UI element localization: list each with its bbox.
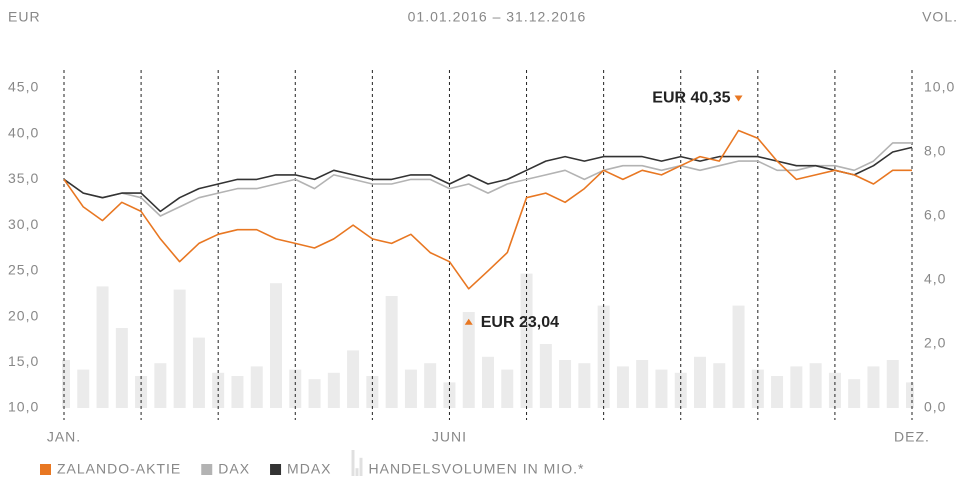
y2-tick-label: 10,0 [924,79,955,95]
y-tick-label: 15,0 [8,353,39,369]
volume-bar [809,363,822,408]
line-series [63,142,912,217]
volume-bar [578,363,591,408]
y-tick-label: 20,0 [8,307,39,323]
volume-bar [62,360,70,408]
annotation: EUR 40,35 [652,90,730,107]
volume-bar [539,344,552,408]
y-axis-label: EUR [8,9,41,25]
volume-bar [424,363,437,408]
volume-bar [327,372,340,408]
y-tick-label: 30,0 [8,216,39,232]
x-tick-label: JAN. [47,429,81,445]
annotation-marker [734,95,743,102]
volume-bar [115,328,128,408]
volume-bar [154,363,167,408]
volume-bar [616,366,629,408]
volume-bar [732,305,745,408]
volume-bar [771,376,784,408]
y2-tick-label: 0,0 [924,399,946,415]
annotation: EUR 23,04 [481,314,559,331]
volume-bar [366,376,379,408]
legend-swatch [351,450,355,476]
y-tick-label: 35,0 [8,170,39,186]
volume-bar [559,360,572,408]
legend-label: DAX [218,461,250,477]
chart-title: 01.01.2016 – 31.12.2016 [408,9,587,25]
y-tick-label: 40,0 [8,124,39,140]
volume-bar [347,350,360,408]
volume-bar [501,369,514,408]
volume-bar [886,360,899,408]
volume-bar [906,382,914,408]
y-tick-label: 45,0 [8,79,39,95]
x-tick-label: DEZ. [894,429,930,445]
volume-bar [231,376,244,408]
line-series [63,129,912,290]
volume-bar [404,369,417,408]
legend-swatch [270,464,282,475]
annotation-marker [464,318,473,325]
y2-tick-label: 2,0 [924,335,946,351]
volume-bar [867,366,880,408]
volume-bar [462,312,475,408]
volume-bar [694,356,706,408]
line-series [63,146,913,213]
legend-swatch [201,464,213,475]
volume-bar [713,363,726,408]
volume-bar [270,283,282,408]
volume-bar [250,366,263,408]
legend-swatch [355,468,359,476]
y2-tick-label: 6,0 [924,207,946,223]
volume-bar [790,366,803,408]
volume-bar [308,379,321,408]
volume-bar [385,296,398,408]
legend-label: HANDELSVOLUMEN IN MIO.* [369,461,585,477]
volume-bar [77,369,90,408]
volume-bar [135,376,148,408]
legend-label: MDAX [287,461,331,477]
volume-bar [192,337,205,408]
legend-swatch [40,464,51,475]
volume-bar [597,305,610,408]
volume-bar [96,286,109,408]
volume-bar [636,360,649,408]
volume-bar [173,289,186,408]
y2-tick-label: 8,0 [924,143,946,159]
legend-label: ZALANDO-AKTIE [57,461,181,477]
volume-bar [848,379,861,408]
legend-swatch [359,457,363,476]
y2-axis-label: VOL. [922,9,958,25]
volume-bar [655,369,668,408]
y-tick-label: 10,0 [8,399,39,415]
x-tick-label: JUNI [432,429,467,445]
y2-tick-label: 4,0 [924,271,946,287]
y-tick-label: 25,0 [8,262,39,278]
volume-bar [482,356,494,408]
